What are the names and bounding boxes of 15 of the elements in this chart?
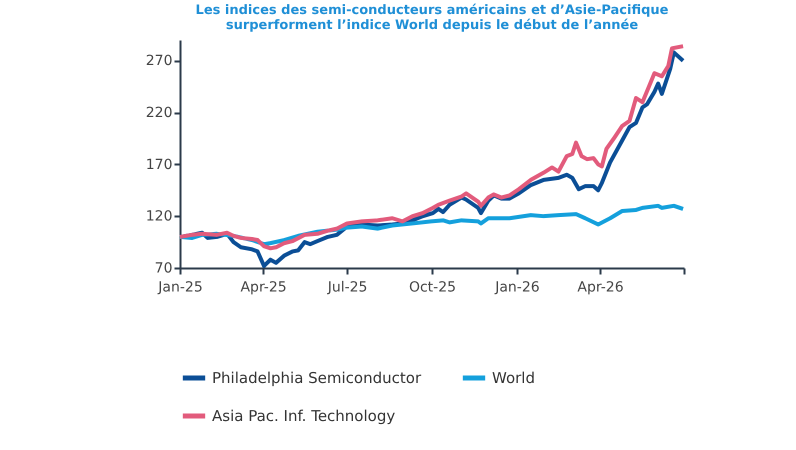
x-tick-label: Jul-25 <box>326 280 368 296</box>
x-tick-label: Apr-25 <box>240 280 287 296</box>
y-tick-label: 170 <box>146 156 172 173</box>
chart-title: Les indices des semi-conducteurs américains et d’Asie-Pacifique surperforment l’indice World depuis le début de l’année <box>196 3 669 33</box>
y-tick-label: 270 <box>146 53 172 70</box>
y-tick-label: 220 <box>146 105 172 122</box>
y-tick-label: 70 <box>154 260 172 276</box>
y-tick-label: 120 <box>146 208 172 225</box>
x-tick-label: Jan-25 <box>157 280 203 296</box>
x-tick-label: Apr-26 <box>577 280 624 296</box>
x-tick-label: Oct-25 <box>408 280 456 296</box>
legend-label: Philadelphia Semiconductor <box>212 369 422 387</box>
x-tick-label: Jan-26 <box>494 280 540 296</box>
legend-label: World <box>492 369 535 387</box>
legend-label: Asia Pac. Inf. Technology <box>212 407 396 425</box>
